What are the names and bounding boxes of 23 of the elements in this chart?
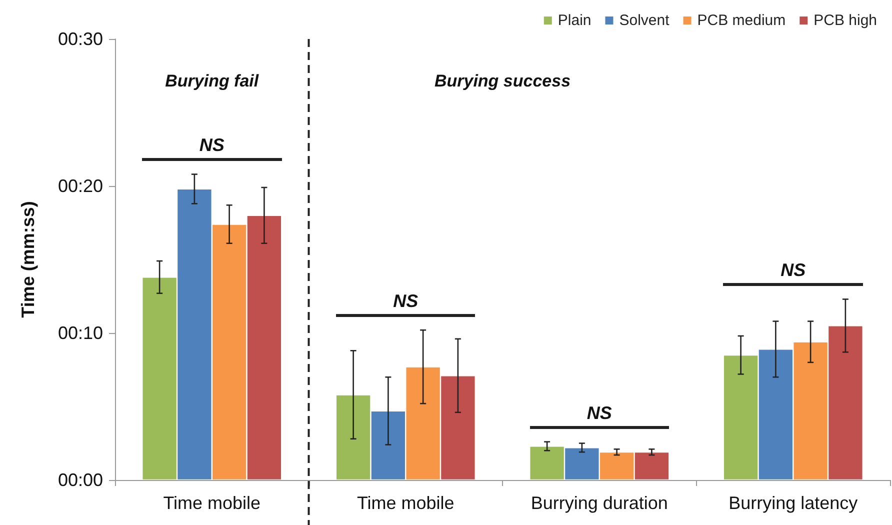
x-tick-label: Time mobile — [163, 493, 261, 513]
y-tick-label: 00:10 — [58, 323, 103, 343]
significance-bracket: NS — [530, 402, 670, 429]
legend-label: PCB high — [814, 12, 878, 29]
y-tick-label: 00:00 — [58, 470, 103, 490]
significance-bracket: NS — [723, 260, 863, 286]
significance-bracket: NS — [336, 291, 476, 318]
annotation: NS — [392, 291, 420, 314]
annotation: NS — [780, 260, 807, 282]
significance-bracket: NS — [142, 135, 282, 162]
legend-label: PCB medium — [697, 12, 786, 29]
y-axis-title: Time (mm:ss) — [18, 201, 38, 318]
legend-label: Plain — [558, 12, 592, 29]
y-tick-label: 00:20 — [58, 176, 103, 196]
x-tick-label: Burrying latency — [728, 493, 858, 513]
annotation: NS — [586, 402, 613, 425]
x-tick-label: Time mobile — [356, 493, 454, 513]
y-tick-label: 00:30 — [58, 29, 103, 49]
annotation: Burying fail — [165, 72, 260, 90]
legend-label: Solvent — [619, 12, 670, 29]
x-tick-label: Burrying duration — [530, 493, 668, 513]
annotation: NS — [198, 135, 226, 158]
annotation: Burying success — [434, 72, 571, 90]
